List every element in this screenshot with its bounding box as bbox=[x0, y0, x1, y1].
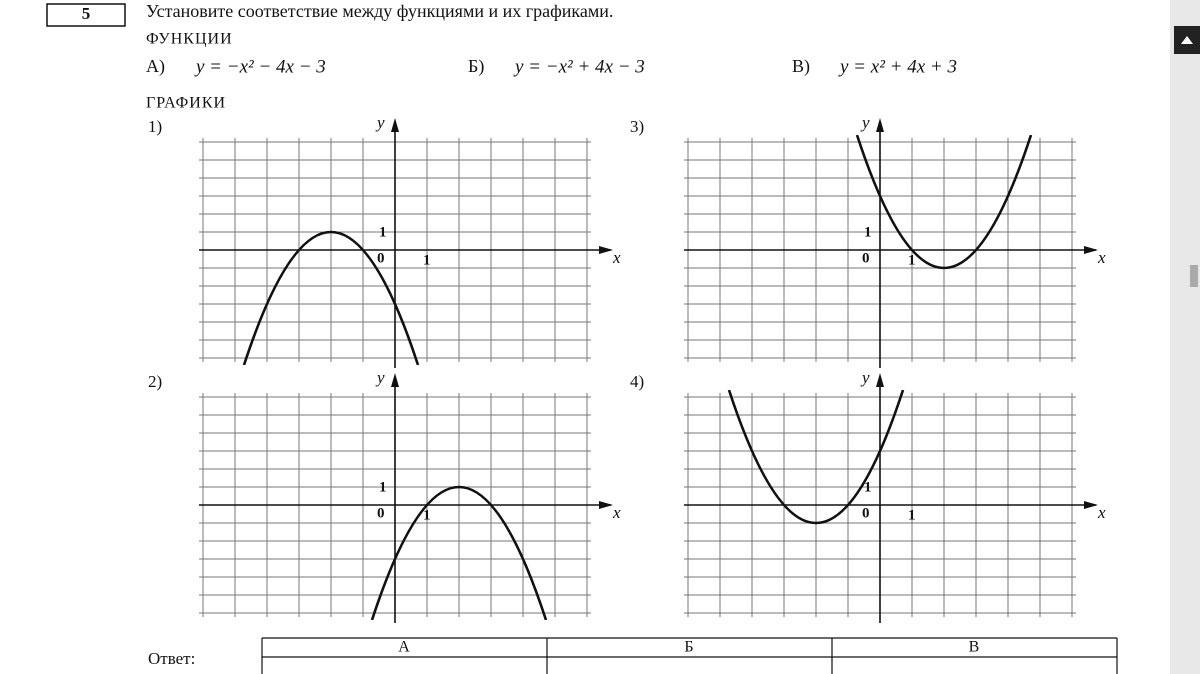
instruction: Установите соответствие между функциями … bbox=[146, 1, 613, 21]
origin-label: 0 bbox=[862, 505, 870, 521]
number-box bbox=[46, 3, 126, 27]
graph-label: 1) bbox=[148, 117, 162, 136]
y-unit-label: 1 bbox=[864, 224, 872, 240]
function-label: Б) bbox=[468, 56, 484, 77]
y-unit-label: 1 bbox=[379, 224, 387, 240]
x-axis-label: x bbox=[612, 503, 621, 522]
origin-label: 0 bbox=[377, 250, 385, 266]
function-formula: y = −x² − 4x − 3 bbox=[194, 56, 326, 77]
y-axis-label: y bbox=[860, 113, 870, 132]
x-axis-label: x bbox=[612, 248, 621, 267]
y-axis-label: y bbox=[375, 368, 385, 387]
coordinate-plane: 2) y x 0 1 1 bbox=[148, 368, 621, 623]
scroll-thumb[interactable] bbox=[1190, 265, 1198, 287]
answer-label: Ответ: bbox=[148, 649, 195, 668]
answer-table bbox=[261, 637, 1118, 674]
function-formula: y = −x² + 4x − 3 bbox=[513, 56, 645, 77]
y-arrow bbox=[876, 118, 884, 132]
y-axis-label: y bbox=[375, 113, 385, 132]
x-arrow bbox=[1084, 246, 1098, 254]
y-axis-label: y bbox=[860, 368, 870, 387]
graphs-heading: ГРАФИКИ bbox=[146, 95, 226, 112]
x-unit-label: 1 bbox=[908, 507, 916, 523]
origin-label: 0 bbox=[377, 505, 385, 521]
parabola bbox=[370, 486, 548, 620]
x-arrow bbox=[1084, 501, 1098, 509]
task-number: 5 bbox=[82, 4, 91, 23]
x-axis-label: x bbox=[1097, 248, 1106, 267]
x-axis-label: x bbox=[1097, 503, 1106, 522]
graphs: 1) y x 0 1 1 2) y x 0 1 1 3) y x 0 1 1 4) y x 0 1 1 bbox=[148, 113, 1106, 623]
graph-label: 2) bbox=[148, 372, 162, 391]
coordinate-plane: 4) y x 0 1 1 bbox=[630, 368, 1106, 623]
x-arrow bbox=[599, 501, 613, 509]
functions-heading: ФУНКЦИИ bbox=[146, 31, 233, 48]
x-arrow bbox=[599, 246, 613, 254]
origin-label: 0 bbox=[862, 250, 870, 266]
x-unit-label: 1 bbox=[908, 252, 916, 268]
y-arrow bbox=[391, 373, 399, 387]
graph-label: 3) bbox=[630, 117, 644, 136]
x-unit-label: 1 bbox=[423, 507, 431, 523]
function-label: А) bbox=[146, 56, 165, 77]
coordinate-plane: 3) y x 0 1 1 bbox=[630, 113, 1106, 368]
function-label: В) bbox=[792, 56, 810, 77]
y-arrow bbox=[391, 118, 399, 132]
parabola bbox=[242, 231, 420, 365]
graph-label: 4) bbox=[630, 372, 644, 391]
y-unit-label: 1 bbox=[379, 479, 387, 495]
answer-column: А bbox=[398, 639, 410, 656]
scrollbar[interactable] bbox=[1170, 0, 1200, 674]
answer-column: В bbox=[969, 639, 980, 656]
scroll-arrow bbox=[1181, 36, 1193, 44]
answer-column: Б bbox=[684, 639, 693, 656]
parabola bbox=[855, 135, 1033, 269]
y-unit-label: 1 bbox=[864, 479, 872, 495]
parabola bbox=[727, 390, 905, 524]
y-arrow bbox=[876, 373, 884, 387]
function-formula: y = x² + 4x + 3 bbox=[838, 56, 957, 77]
x-unit-label: 1 bbox=[423, 252, 431, 268]
coordinate-plane: 1) y x 0 1 1 bbox=[148, 113, 621, 368]
